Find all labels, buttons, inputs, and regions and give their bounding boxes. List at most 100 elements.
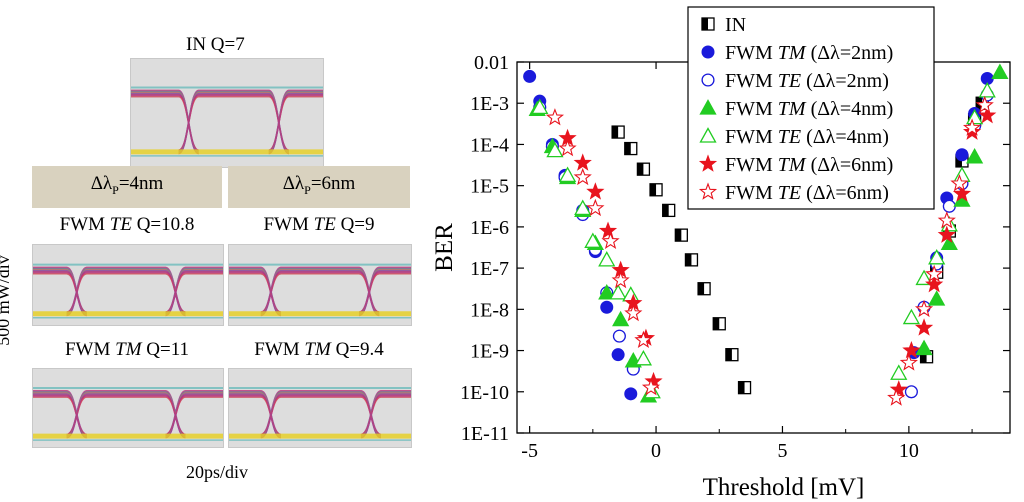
x-tick-label: -5 <box>521 440 538 462</box>
legend-entry: FWM TM (Δλ=2nm) <box>725 42 893 64</box>
tm-4nm-eye-diagram <box>32 368 224 448</box>
legend-entry: FWM TE (Δλ=4nm) <box>725 126 889 148</box>
header-4nm-symbol: Δλ <box>90 173 113 194</box>
legend: IN FWM TM (Δλ=2nm) FWM TE (Δλ=2nm) FWM TM (… <box>687 6 935 210</box>
te-4nm-eye-svg <box>33 263 223 319</box>
tm-4nm-caption: FWM TM Q=11 <box>32 333 222 367</box>
tm-6nm-eye-diagram <box>228 368 412 448</box>
y-tick-label: 1E-10 <box>460 382 509 404</box>
legend-marker <box>698 154 718 172</box>
in-eye-label: IN Q=7 <box>186 34 245 55</box>
data-point <box>940 234 958 251</box>
te-6nm-caption: FWM TE Q=9 <box>228 208 410 242</box>
data-point <box>634 330 653 348</box>
data-point <box>902 308 921 325</box>
x-tick-label: 5 <box>777 440 787 462</box>
data-point <box>598 251 616 267</box>
legend-entry: FWM TE (Δλ=2nm) <box>725 70 889 92</box>
data-point <box>523 69 537 83</box>
data-point <box>937 225 956 243</box>
data-point <box>904 385 918 399</box>
data-point <box>634 349 653 366</box>
y-tick-label: 1E-7 <box>470 258 509 280</box>
data-point <box>953 166 971 183</box>
data-point <box>609 284 627 300</box>
header-6nm-symbol: Δλ <box>282 173 305 194</box>
data-point <box>915 269 933 286</box>
header-4nm-value: =4nm <box>118 173 164 194</box>
te-6nm-eye-diagram <box>228 244 412 326</box>
eye-traces <box>33 386 223 441</box>
data-point <box>612 310 630 327</box>
tm-4nm-prefix: FWM <box>64 339 116 360</box>
header-6nm: ΔλP=6nm <box>228 166 410 208</box>
data-point <box>662 203 676 218</box>
legend-entry: FWM TM (Δλ=4nm) <box>725 98 893 120</box>
data-point <box>558 139 577 157</box>
header-6nm-sub: P <box>304 182 311 197</box>
te-4nm-suffix: Q=10.8 <box>131 214 195 235</box>
y-tick-label: 1E-9 <box>470 341 509 363</box>
data-point <box>573 167 592 186</box>
te-6nm-mode: TE <box>313 214 336 235</box>
x-axis-label: Threshold [mV] <box>703 474 865 501</box>
y-tick-label: 1E-8 <box>470 299 509 321</box>
legend-entry: FWM TM (Δλ=6nm) <box>725 154 893 176</box>
tm-6nm-mode: TM <box>304 339 331 360</box>
y-tick-label: 1E-4 <box>470 134 509 156</box>
data-point <box>937 211 956 229</box>
data-point <box>925 275 944 293</box>
data-point <box>624 141 638 156</box>
data-point <box>586 198 605 217</box>
data-point <box>624 303 643 322</box>
y-tick-label: 1E-3 <box>470 93 509 115</box>
te-4nm-mode: TE <box>109 214 132 235</box>
data-point <box>966 108 984 125</box>
data-point <box>598 221 618 239</box>
data-point <box>952 184 972 202</box>
data-point <box>887 388 906 406</box>
legend-marker <box>701 45 715 59</box>
y-tick-label: 0.01 <box>474 52 509 74</box>
tm-6nm-suffix: Q=9.4 <box>330 339 384 360</box>
data-point <box>975 95 994 114</box>
data-point <box>612 329 626 343</box>
data-point <box>712 317 726 331</box>
data-point <box>890 364 908 380</box>
legend-marker <box>699 127 717 143</box>
data-point <box>950 174 969 192</box>
data-point <box>624 387 638 401</box>
y-tick-label: 1E-5 <box>470 176 509 198</box>
tm-6nm-prefix: FWM <box>254 339 305 360</box>
data-point <box>928 290 946 306</box>
y-tick-label: 1E-11 <box>461 423 509 445</box>
data-point <box>955 148 969 162</box>
legend-entry: IN <box>725 14 746 36</box>
te-6nm-eye-svg <box>229 263 411 319</box>
header-6nm-value: =6nm <box>310 173 356 194</box>
data-point <box>641 378 661 396</box>
x-tick-label: 10 <box>899 440 919 462</box>
data-point <box>925 264 944 283</box>
data-point <box>574 199 592 215</box>
header-4nm-sub: P <box>112 182 119 197</box>
data-point <box>962 118 982 136</box>
x-tick-label: 0 <box>651 440 661 462</box>
legend-marker <box>698 182 718 200</box>
data-point <box>545 108 565 126</box>
data-point <box>649 183 663 197</box>
te-4nm-caption: FWM TE Q=10.8 <box>32 208 222 242</box>
eye-traces <box>229 386 411 441</box>
legend-marker <box>699 99 717 115</box>
data-point <box>611 270 630 289</box>
tm-4nm-eye-svg <box>33 386 223 441</box>
tm-4nm-mode: TM <box>115 339 142 360</box>
tm-4nm-suffix: Q=11 <box>141 339 190 360</box>
in-eye-svg <box>131 86 323 157</box>
data-point <box>546 141 564 158</box>
y-axis-label: BER <box>431 223 458 272</box>
tm-6nm-caption: FWM TM Q=9.4 <box>228 333 410 367</box>
data-point <box>942 199 956 213</box>
eye-traces <box>33 263 223 319</box>
